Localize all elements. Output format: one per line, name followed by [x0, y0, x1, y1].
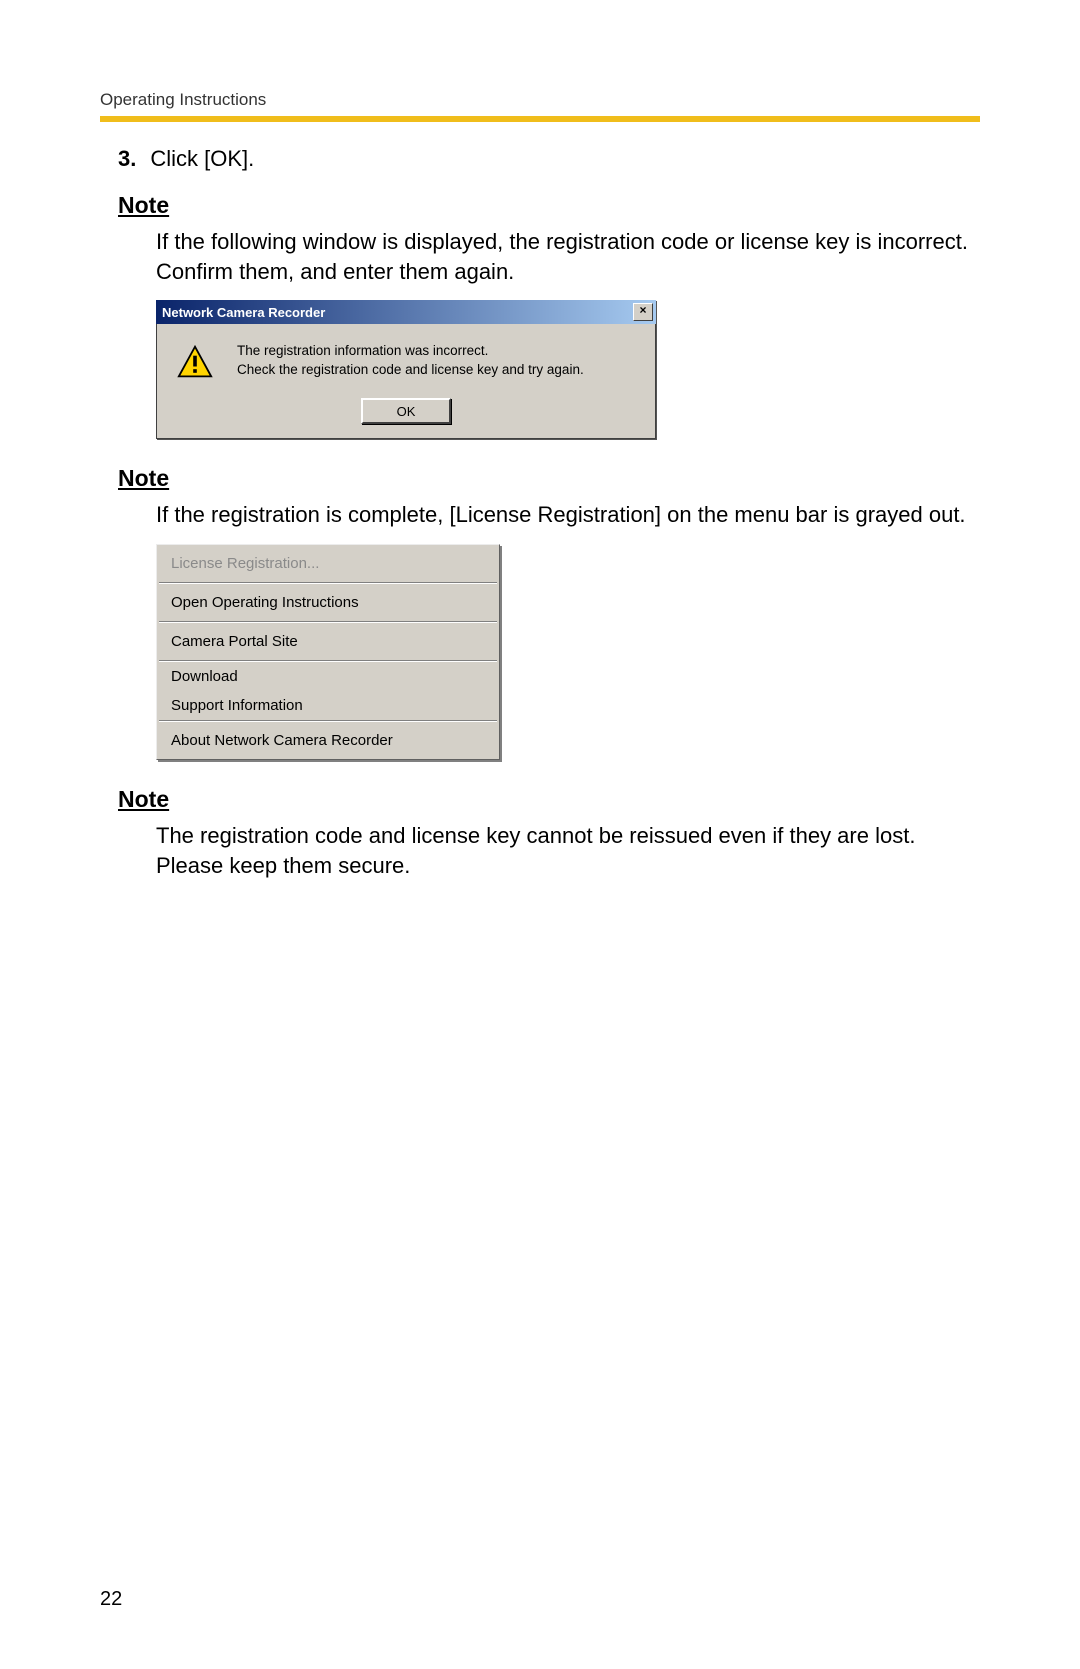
dialog-titlebar: Network Camera Recorder ×	[156, 300, 656, 324]
dialog-message: The registration information was incorre…	[237, 342, 584, 378]
ok-button[interactable]: OK	[361, 398, 451, 424]
menu-item-download[interactable]: Download	[157, 662, 499, 691]
document-page: Operating Instructions 3. Click [OK]. No…	[0, 0, 1080, 1669]
error-dialog: Network Camera Recorder × The registrati…	[156, 300, 656, 439]
step-number: 3.	[118, 146, 136, 172]
note-body-1: If the following window is displayed, th…	[156, 227, 980, 286]
note-heading-3: Note	[118, 786, 980, 813]
menu-item-open-instructions[interactable]: Open Operating Instructions	[157, 584, 499, 621]
help-menu: License Registration... Open Operating I…	[156, 544, 500, 760]
dialog-message-line2: Check the registration code and license …	[237, 361, 584, 379]
header-divider	[100, 116, 980, 122]
step-3: 3. Click [OK].	[118, 146, 980, 172]
dialog-body: The registration information was incorre…	[156, 324, 656, 439]
note-heading-1: Note	[118, 192, 980, 219]
menu-item-camera-portal[interactable]: Camera Portal Site	[157, 623, 499, 660]
note-body-3: The registration code and license key ca…	[156, 821, 980, 880]
menu-item-about[interactable]: About Network Camera Recorder	[157, 722, 499, 759]
menu-item-support-info[interactable]: Support Information	[157, 691, 499, 720]
close-icon[interactable]: ×	[633, 303, 653, 321]
step-text: Click [OK].	[150, 146, 254, 172]
dialog-message-row: The registration information was incorre…	[173, 342, 639, 380]
note-heading-2: Note	[118, 465, 980, 492]
running-header: Operating Instructions	[100, 90, 980, 110]
page-number: 22	[100, 1588, 122, 1611]
dialog-title: Network Camera Recorder	[162, 305, 633, 320]
note-body-2: If the registration is complete, [Licens…	[156, 500, 980, 530]
menu-item-license-registration: License Registration...	[157, 545, 499, 582]
warning-icon	[177, 344, 213, 380]
dialog-message-line1: The registration information was incorre…	[237, 342, 584, 360]
dialog-button-row: OK	[173, 398, 639, 424]
